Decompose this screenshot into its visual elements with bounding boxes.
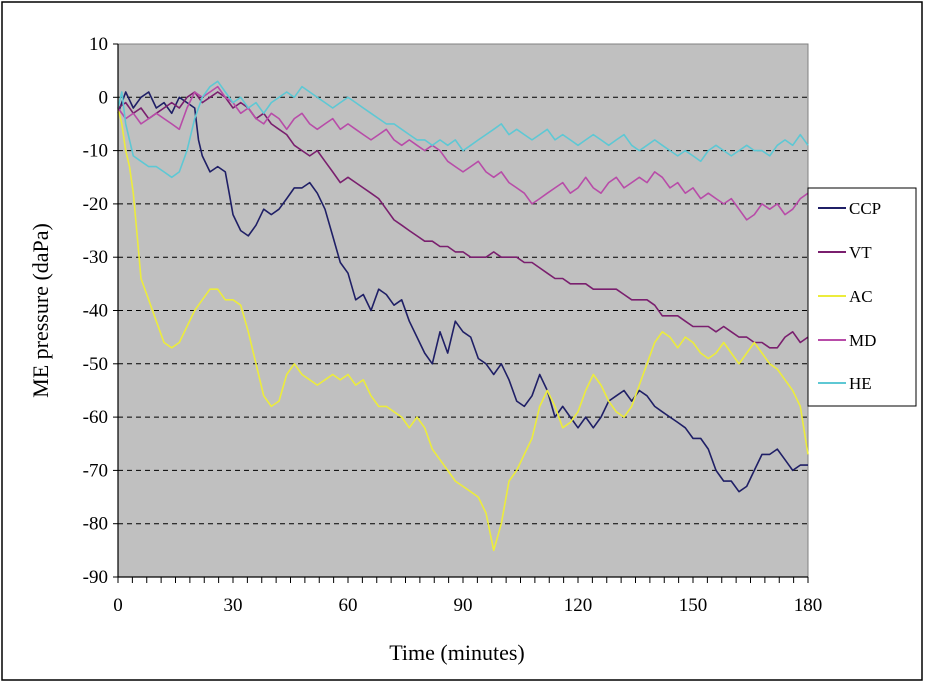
legend-label-he: HE — [849, 374, 872, 393]
legend-label-ac: AC — [849, 287, 873, 306]
y-tick-label: -50 — [83, 354, 108, 375]
y-tick-label: -20 — [83, 194, 108, 215]
y-tick-labels: 10 0 -10 -20 -30 -40 -50 -60 -70 -80 -90 — [83, 34, 108, 588]
x-tick-label: 180 — [794, 595, 823, 616]
series-layer — [117, 80, 809, 552]
x-tick-label: 150 — [679, 595, 708, 616]
legend-label-md: MD — [849, 331, 876, 350]
y-tick-label: -40 — [83, 301, 108, 322]
y-tick-label: -60 — [83, 407, 108, 428]
y-axis-title: ME pressure (daPa) — [28, 223, 53, 398]
series-line-he — [117, 80, 809, 179]
axes — [113, 43, 809, 583]
x-tick-label: 60 — [339, 595, 358, 616]
series-line-ac — [117, 107, 809, 552]
y-tick-label: 0 — [99, 87, 109, 108]
x-tick-label: 120 — [564, 595, 593, 616]
x-tick-label: 90 — [454, 595, 473, 616]
legend: CCP VT AC MD HE — [807, 187, 917, 407]
y-tick-label: -90 — [83, 567, 108, 588]
y-tick-label: -10 — [83, 141, 108, 162]
legend-label-vt: VT — [849, 243, 872, 262]
y-tick-label: -80 — [83, 514, 108, 535]
x-tick-labels: 0 30 60 90 120 150 180 — [113, 595, 822, 616]
x-tick-label: 30 — [224, 595, 243, 616]
y-tick-label: -30 — [83, 247, 108, 268]
x-axis-title: Time (minutes) — [389, 640, 524, 665]
legend-label-ccp: CCP — [849, 199, 881, 218]
series-line-ccp — [117, 91, 808, 493]
y-tick-label: 10 — [89, 34, 108, 55]
series-line-vt — [117, 91, 809, 349]
x-tick-label: 0 — [113, 595, 123, 616]
y-tick-label: -70 — [83, 460, 108, 481]
